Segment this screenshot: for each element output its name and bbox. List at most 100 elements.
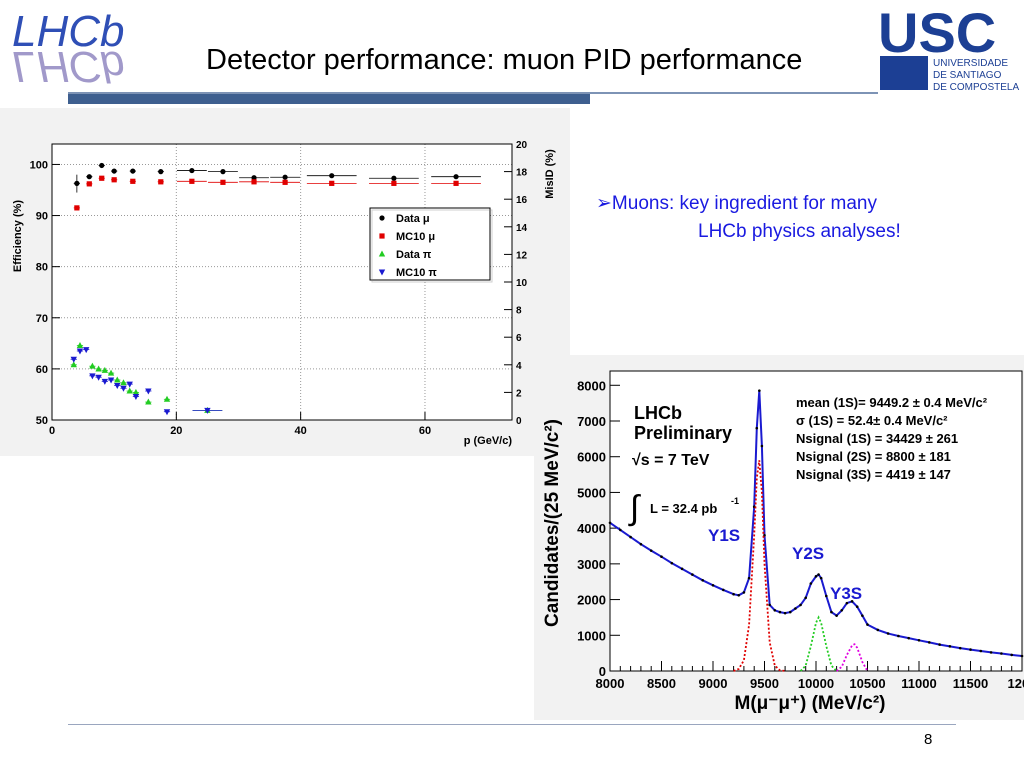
chart2-ytick-label: 8000 xyxy=(577,378,606,393)
chart2-fit-results: mean (1S)= 9449.2 ± 0.4 MeV/c² σ (1S) = 5… xyxy=(796,395,988,482)
chart1-point xyxy=(251,175,257,181)
legend-marker xyxy=(379,215,385,221)
legend-label: Data π xyxy=(396,249,432,261)
chart2-data-point xyxy=(794,607,797,610)
chart1-xtick-label: 40 xyxy=(295,425,307,437)
chart1-y2tick-label: 12 xyxy=(516,250,528,261)
chart2-data-point xyxy=(861,614,864,617)
chart2-data-point xyxy=(619,528,622,532)
chart2-data-point xyxy=(778,610,782,614)
chart2-data-point xyxy=(855,605,859,609)
chart1-y2tick-label: 10 xyxy=(516,278,528,289)
chart2-ytick-label: 4000 xyxy=(577,521,606,536)
chart1-ytick-label: 80 xyxy=(36,262,48,274)
chart2-data-point xyxy=(979,649,983,653)
chart2-ytick-label: 0 xyxy=(599,664,606,679)
chart2-energy: √s = 7 TeV xyxy=(632,452,710,469)
chart1-point xyxy=(189,167,195,174)
chart2-data-point xyxy=(1000,652,1003,655)
chart2-lumi-exp: -1 xyxy=(731,496,739,506)
chart1-point xyxy=(76,341,84,348)
chart1-point xyxy=(89,362,96,369)
chart2-data-point xyxy=(608,521,612,525)
chart2-data-point xyxy=(755,426,759,430)
chart2-data-point xyxy=(917,638,921,642)
chart1-point xyxy=(89,373,96,380)
chart1-y2tick-label: 14 xyxy=(516,223,528,234)
chart1-point xyxy=(82,347,90,354)
chart1-point xyxy=(70,361,77,368)
chart2-data-point xyxy=(1020,654,1024,658)
chart2-ytick-label: 3000 xyxy=(577,557,606,572)
chart1-ytick-label: 60 xyxy=(36,364,48,376)
chart1-point xyxy=(126,381,133,388)
bullet-point: ➢Muons: key ingredient for many LHCb phy… xyxy=(596,190,901,246)
chart2-data-point xyxy=(737,593,741,597)
chart1-xtick-label: 60 xyxy=(419,425,431,437)
chart1-ytick-label: 50 xyxy=(36,415,48,427)
chart2-data-point xyxy=(830,610,833,614)
title-bar xyxy=(68,94,590,104)
chart2-data-point xyxy=(866,623,869,626)
chart1-point xyxy=(220,169,226,175)
chart1-ytick-label: 70 xyxy=(36,313,48,325)
chart1-point xyxy=(76,348,84,355)
legend-label: MC10 π xyxy=(396,267,437,279)
chart2-data-point xyxy=(629,535,632,539)
chart2-data-point xyxy=(747,576,751,580)
chart2-data-point xyxy=(876,628,880,632)
chart1-point xyxy=(220,179,226,185)
chart2-data-point xyxy=(788,610,792,614)
chart1-y2tick-label: 18 xyxy=(516,168,528,179)
legend-label: Data μ xyxy=(396,213,430,225)
chart2-data-point xyxy=(928,641,931,644)
chart1-ytick-label: 90 xyxy=(36,211,48,223)
chart1-point xyxy=(329,180,335,186)
chart1-frame xyxy=(51,143,513,421)
chart1-y2label: MisID (%) xyxy=(544,149,556,199)
chart2-data-point xyxy=(742,591,746,594)
chart1-point xyxy=(114,376,121,383)
chart1-point xyxy=(391,180,397,186)
chart2-data-point xyxy=(886,632,890,635)
chart2-data-point xyxy=(783,611,787,615)
chart2-fit-line: Nsignal (3S) = 4419 ± 147 xyxy=(796,467,951,482)
usc-logo-text: USC xyxy=(878,1,996,64)
chart1-point xyxy=(111,177,117,183)
chart1-y2tick-label: 6 xyxy=(516,333,522,344)
chart1-point xyxy=(282,179,288,185)
page-number: 8 xyxy=(924,731,933,748)
chart2-series-1 xyxy=(733,460,786,672)
chart1-point xyxy=(86,181,92,187)
chart1-point xyxy=(95,365,102,372)
chart1-xtick-label: 0 xyxy=(49,425,55,437)
chart1-point xyxy=(189,178,195,184)
chart1-point xyxy=(251,179,257,185)
chart1-y2tick-label: 16 xyxy=(516,195,528,206)
chart2-xtick-label: 1200 xyxy=(1008,676,1024,691)
chart1-legend: Data μ MC10 μ Data π MC10 π xyxy=(369,207,493,283)
chart2-xtick-label: 11000 xyxy=(901,676,936,691)
chart1-point xyxy=(130,178,136,184)
chart2-xtick-label: 11500 xyxy=(953,676,988,691)
chart2-data-point xyxy=(804,596,807,600)
usc-line2: DE SANTIAGO xyxy=(933,70,1002,81)
chart2-series-3 xyxy=(836,643,869,672)
legend-marker xyxy=(378,250,386,257)
chart1-y2tick-label: 20 xyxy=(516,140,528,151)
chart2-status: Preliminary xyxy=(634,423,732,443)
chart1-point xyxy=(132,394,140,401)
upsilon-mass-chart: 8000850090009500100001050011000115001200… xyxy=(534,355,1024,720)
chart1-point xyxy=(391,175,397,181)
chart1-point xyxy=(453,174,459,180)
chart2-xtick-label: 9500 xyxy=(750,676,779,691)
title-underline xyxy=(68,92,878,94)
chart2-ytick-label: 1000 xyxy=(577,628,606,643)
chart2-peak-1s: Υ1S xyxy=(708,526,740,545)
chart1-y2tick-label: 4 xyxy=(516,361,522,372)
chart1-y2tick-label: 8 xyxy=(516,306,522,317)
chart1-point xyxy=(107,377,115,384)
chart2-data-point xyxy=(773,608,777,612)
chart2-data-point xyxy=(809,582,813,585)
chart1-ylabel: Efficiency (%) xyxy=(12,200,24,272)
